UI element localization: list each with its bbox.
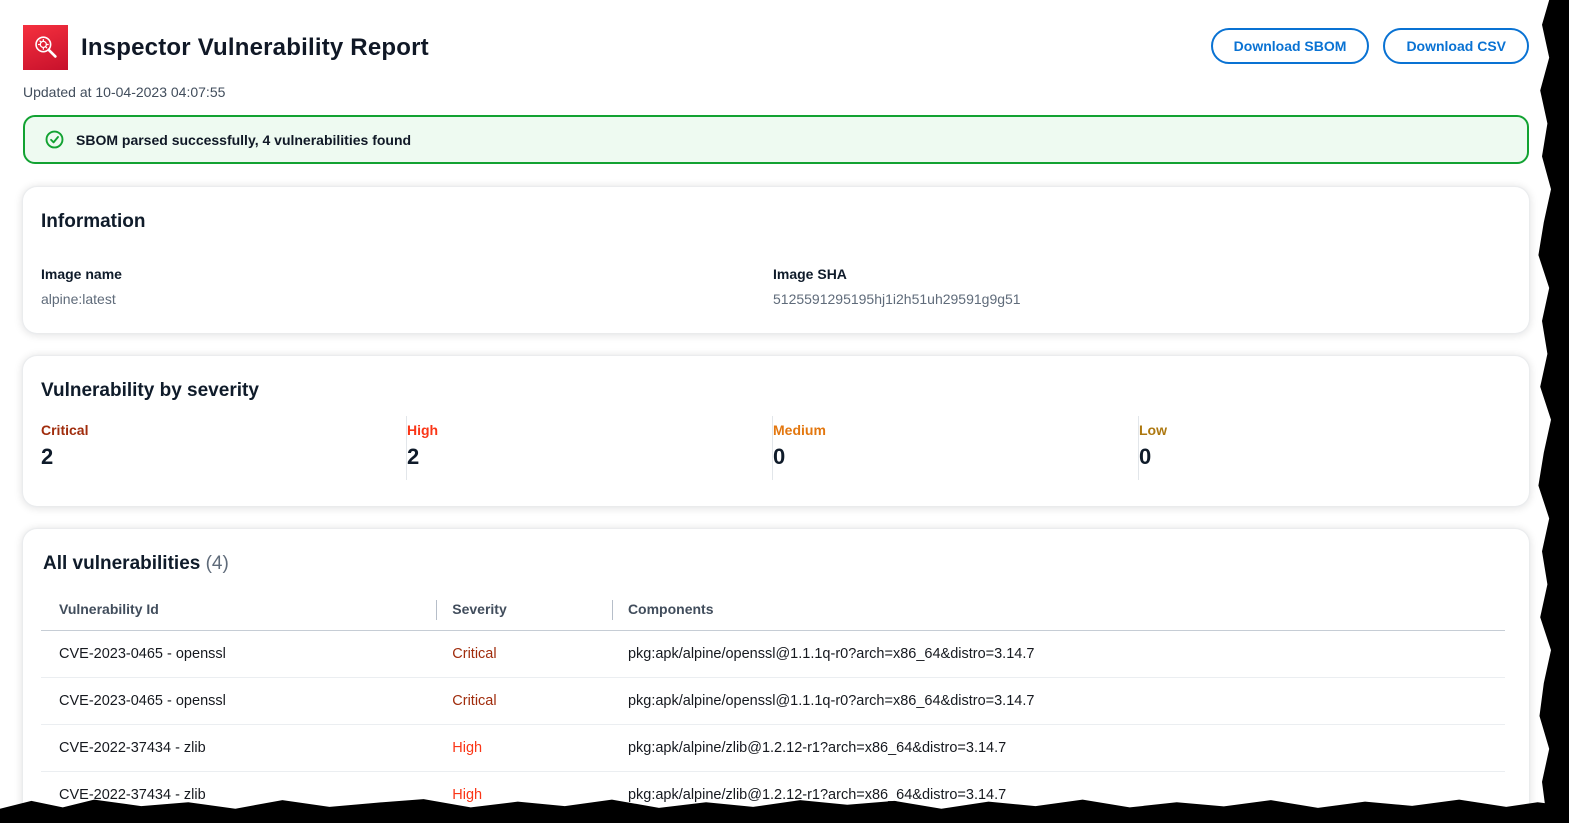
download-sbom-button[interactable]: Download SBOM: [1210, 28, 1370, 64]
table-row: CVE-2023-0465 - openssl Critical pkg:apk…: [41, 630, 1505, 678]
header-actions: Download SBOM Download CSV: [1210, 25, 1529, 64]
page-title: Inspector Vulnerability Report: [81, 33, 429, 61]
severity-count-high: 2: [407, 444, 420, 469]
image-sha-value: 5125591295195hj1i2h51uh29591g9g51: [773, 291, 1021, 307]
component-cell: pkg:apk/alpine/zlib@1.2.12-r1?arch=x86_6…: [611, 724, 1505, 772]
vulnerabilities-title: All vulnerabilities (4): [41, 553, 1505, 575]
page-header: Inspector Vulnerability Report Updated a…: [23, 25, 1529, 100]
severity-cell-low: Low 0: [1139, 416, 1505, 480]
success-banner: SBOM parsed successfully, 4 vulnerabilit…: [23, 115, 1529, 164]
updated-timestamp: Updated at 10-04-2023 04:07:55: [23, 84, 226, 100]
severity-count-medium: 0: [773, 444, 786, 469]
vulnerabilities-table: Vulnerability Id Severity Components CVE…: [41, 589, 1505, 819]
table-row: CVE-2023-0465 - openssl Critical pkg:apk…: [41, 677, 1505, 725]
severity-cell-high: High 2: [407, 416, 773, 480]
severity-label-critical: Critical: [41, 422, 89, 438]
column-header-components: Components: [611, 589, 1505, 631]
vulnerabilities-count: (4): [205, 553, 229, 574]
component-cell: pkg:apk/alpine/openssl@1.1.1q-r0?arch=x8…: [611, 630, 1505, 678]
component-cell: pkg:apk/alpine/openssl@1.1.1q-r0?arch=x8…: [611, 677, 1505, 725]
severity-summary-grid: Critical 2 High 2 Medium 0 Low 0: [41, 416, 1505, 480]
vulnerability-id-cell: CVE-2023-0465 - openssl: [41, 677, 437, 725]
information-card: Information Image name alpine:latest Ima…: [23, 187, 1529, 333]
severity-cell: Critical: [436, 630, 612, 678]
information-title: Information: [41, 211, 146, 232]
header-left: Inspector Vulnerability Report Updated a…: [23, 25, 429, 100]
severity-cell-medium: Medium 0: [773, 416, 1139, 480]
severity-cell-critical: Critical 2: [41, 416, 407, 480]
severity-count-low: 0: [1139, 444, 1152, 469]
severity-label-medium: Medium: [773, 422, 826, 438]
torn-edge-right: [1538, 0, 1569, 823]
column-header-severity: Severity: [436, 589, 612, 631]
image-name-label: Image name: [41, 266, 122, 282]
severity-cell: Critical: [436, 677, 612, 725]
image-sha-label: Image SHA: [773, 266, 847, 282]
information-fields: Image name alpine:latest Image SHA 51255…: [41, 266, 1505, 307]
vulnerability-id-cell: CVE-2022-37434 - zlib: [41, 724, 437, 772]
table-header-row: Vulnerability Id Severity Components: [41, 589, 1505, 631]
success-banner-message: SBOM parsed successfully, 4 vulnerabilit…: [76, 131, 412, 148]
image-name-field: Image name alpine:latest: [41, 266, 773, 307]
severity-label-low: Low: [1139, 422, 1167, 438]
image-sha-field: Image SHA 5125591295195hj1i2h51uh29591g9…: [773, 266, 1505, 307]
brand: Inspector Vulnerability Report: [23, 25, 429, 70]
success-check-icon: [45, 130, 64, 149]
image-name-value: alpine:latest: [41, 291, 116, 307]
vulnerabilities-card: All vulnerabilities (4) Vulnerability Id…: [23, 529, 1529, 823]
severity-label-high: High: [407, 422, 439, 438]
severity-summary-card: Vulnerability by severity Critical 2 Hig…: [23, 356, 1529, 506]
severity-cell: High: [436, 724, 612, 772]
severity-summary-title: Vulnerability by severity: [41, 380, 259, 401]
table-row: CVE-2022-37434 - zlib High pkg:apk/alpin…: [41, 724, 1505, 772]
column-header-vulnerability-id: Vulnerability Id: [41, 589, 437, 631]
severity-count-critical: 2: [41, 444, 54, 469]
download-csv-button[interactable]: Download CSV: [1383, 28, 1529, 64]
vulnerabilities-title-text: All vulnerabilities: [43, 553, 201, 574]
torn-edge-bottom: [0, 799, 1569, 823]
vulnerability-id-cell: CVE-2023-0465 - openssl: [41, 630, 437, 678]
inspector-logo-icon: [23, 25, 68, 70]
